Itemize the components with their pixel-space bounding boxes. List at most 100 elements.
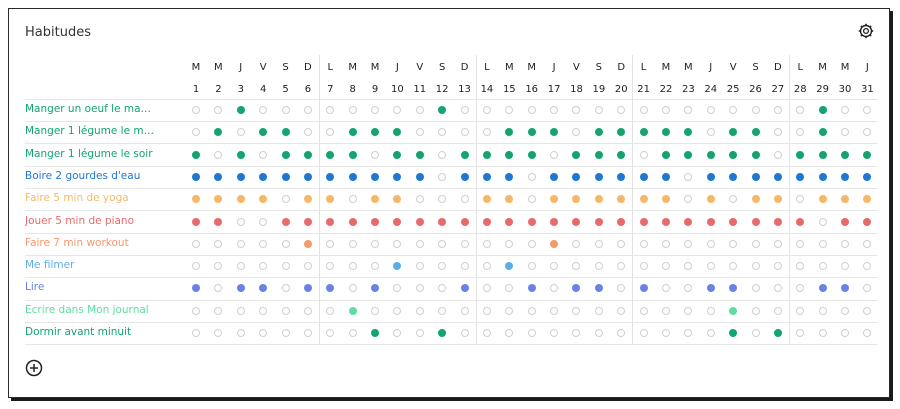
habit-day-empty[interactable]	[259, 218, 267, 226]
habit-day-empty[interactable]	[684, 106, 692, 114]
habit-day-empty[interactable]	[841, 240, 849, 248]
settings-gear-icon[interactable]	[858, 23, 874, 39]
habit-day-done[interactable]	[662, 128, 670, 136]
habit-day-empty[interactable]	[550, 106, 558, 114]
habit-day-empty[interactable]	[214, 307, 222, 315]
habit-day-done[interactable]	[550, 128, 558, 136]
habit-day-done[interactable]	[729, 329, 737, 337]
habit-name[interactable]: Me filmer	[25, 259, 75, 272]
habit-day-empty[interactable]	[304, 106, 312, 114]
habit-day-empty[interactable]	[684, 173, 692, 181]
habit-day-empty[interactable]	[461, 329, 469, 337]
habit-day-empty[interactable]	[752, 240, 760, 248]
habit-day-done[interactable]	[640, 284, 648, 292]
habit-day-empty[interactable]	[528, 262, 536, 270]
habit-day-done[interactable]	[349, 151, 357, 159]
habit-day-empty[interactable]	[707, 128, 715, 136]
habit-day-done[interactable]	[326, 173, 334, 181]
habit-day-done[interactable]	[752, 128, 760, 136]
habit-day-empty[interactable]	[863, 106, 871, 114]
habit-day-done[interactable]	[752, 173, 760, 181]
habit-day-empty[interactable]	[819, 262, 827, 270]
habit-day-empty[interactable]	[707, 262, 715, 270]
habit-day-done[interactable]	[640, 173, 648, 181]
habit-day-done[interactable]	[393, 218, 401, 226]
habit-day-done[interactable]	[349, 307, 357, 315]
habit-day-empty[interactable]	[572, 240, 580, 248]
habit-day-empty[interactable]	[237, 262, 245, 270]
habit-day-done[interactable]	[371, 128, 379, 136]
habit-day-empty[interactable]	[505, 307, 513, 315]
habit-name[interactable]: Manger un oeuf le ma…	[25, 103, 152, 115]
habit-day-done[interactable]	[259, 284, 267, 292]
habit-day-done[interactable]	[684, 128, 692, 136]
habit-day-done[interactable]	[595, 173, 603, 181]
habit-day-done[interactable]	[863, 218, 871, 226]
habit-day-empty[interactable]	[684, 329, 692, 337]
habit-day-empty[interactable]	[259, 240, 267, 248]
habit-day-done[interactable]	[572, 151, 580, 159]
habit-day-done[interactable]	[662, 195, 670, 203]
habit-day-empty[interactable]	[819, 329, 827, 337]
habit-day-empty[interactable]	[617, 329, 625, 337]
habit-day-done[interactable]	[707, 195, 715, 203]
add-circle-icon[interactable]	[25, 359, 43, 377]
habit-day-empty[interactable]	[483, 307, 491, 315]
habit-day-done[interactable]	[528, 128, 536, 136]
habit-day-done[interactable]	[863, 151, 871, 159]
habit-day-empty[interactable]	[282, 240, 290, 248]
habit-day-done[interactable]	[304, 173, 312, 181]
habit-day-empty[interactable]	[640, 240, 648, 248]
habit-day-empty[interactable]	[282, 329, 290, 337]
habit-day-empty[interactable]	[483, 284, 491, 292]
habit-day-done[interactable]	[393, 262, 401, 270]
habit-day-empty[interactable]	[483, 329, 491, 337]
habit-day-done[interactable]	[550, 173, 558, 181]
habit-day-done[interactable]	[572, 284, 580, 292]
habit-day-empty[interactable]	[640, 329, 648, 337]
habit-day-empty[interactable]	[393, 106, 401, 114]
habit-day-done[interactable]	[595, 195, 603, 203]
habit-day-done[interactable]	[640, 195, 648, 203]
habit-day-done[interactable]	[572, 218, 580, 226]
habit-day-done[interactable]	[819, 195, 827, 203]
habit-day-empty[interactable]	[707, 106, 715, 114]
habit-day-done[interactable]	[684, 218, 692, 226]
habit-day-done[interactable]	[707, 173, 715, 181]
habit-day-empty[interactable]	[819, 240, 827, 248]
habit-day-empty[interactable]	[461, 262, 469, 270]
habit-day-empty[interactable]	[841, 262, 849, 270]
habit-day-done[interactable]	[595, 218, 603, 226]
habit-day-empty[interactable]	[752, 329, 760, 337]
habit-day-empty[interactable]	[438, 262, 446, 270]
habit-day-done[interactable]	[595, 128, 603, 136]
habit-day-done[interactable]	[841, 284, 849, 292]
habit-day-done[interactable]	[729, 307, 737, 315]
habit-day-empty[interactable]	[684, 240, 692, 248]
habit-day-empty[interactable]	[237, 218, 245, 226]
habit-day-done[interactable]	[461, 173, 469, 181]
habit-day-empty[interactable]	[707, 329, 715, 337]
habit-day-empty[interactable]	[282, 284, 290, 292]
habit-day-done[interactable]	[214, 195, 222, 203]
habit-day-done[interactable]	[371, 218, 379, 226]
habit-day-done[interactable]	[192, 218, 200, 226]
habit-day-done[interactable]	[282, 151, 290, 159]
habit-day-empty[interactable]	[707, 240, 715, 248]
habit-day-empty[interactable]	[304, 128, 312, 136]
habit-day-empty[interactable]	[192, 240, 200, 248]
habit-day-empty[interactable]	[774, 284, 782, 292]
habit-day-empty[interactable]	[416, 262, 424, 270]
habit-day-empty[interactable]	[662, 329, 670, 337]
habit-day-empty[interactable]	[259, 307, 267, 315]
habit-day-empty[interactable]	[259, 262, 267, 270]
habit-day-empty[interactable]	[416, 307, 424, 315]
habit-day-empty[interactable]	[393, 307, 401, 315]
habit-day-empty[interactable]	[214, 329, 222, 337]
habit-day-done[interactable]	[595, 284, 603, 292]
habit-day-empty[interactable]	[349, 284, 357, 292]
habit-day-empty[interactable]	[461, 240, 469, 248]
habit-day-empty[interactable]	[237, 128, 245, 136]
habit-day-empty[interactable]	[438, 128, 446, 136]
habit-day-done[interactable]	[349, 128, 357, 136]
